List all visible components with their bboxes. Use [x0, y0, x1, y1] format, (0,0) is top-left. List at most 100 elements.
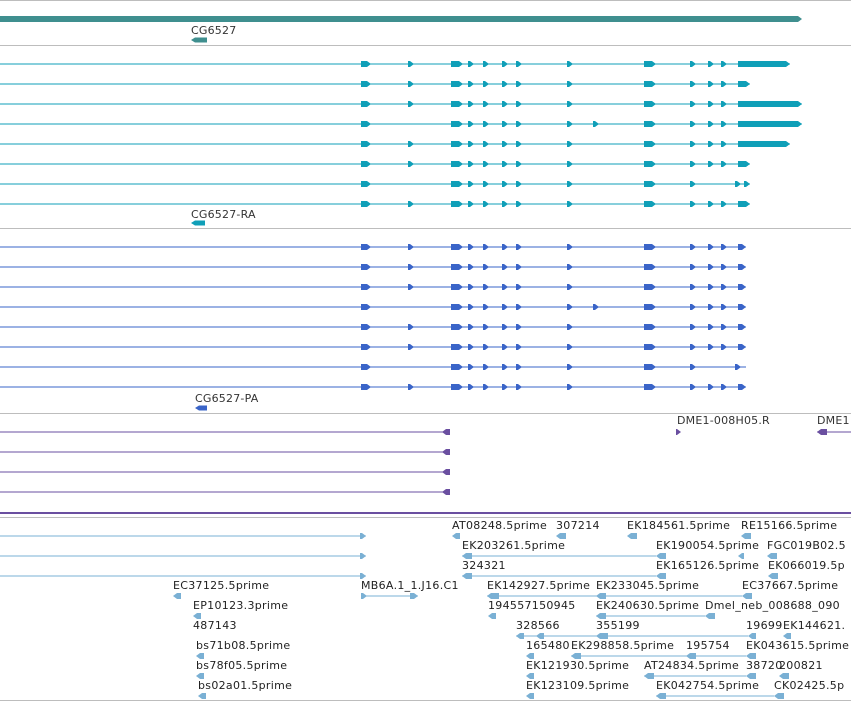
protein-exon[interactable]: [708, 384, 714, 390]
est-label[interactable]: 307214: [556, 519, 600, 532]
est-label[interactable]: FGC019B02.5: [767, 539, 846, 552]
transcript-exon[interactable]: [502, 161, 508, 167]
transcript-exon[interactable]: [690, 161, 696, 167]
transcript-exon[interactable]: [738, 201, 750, 207]
est-block[interactable]: [173, 593, 181, 599]
transcript-exon[interactable]: [468, 201, 474, 207]
transcript-exon[interactable]: [567, 201, 573, 207]
protein-exon[interactable]: [721, 304, 727, 310]
transcript-exon[interactable]: [408, 201, 414, 207]
protein-exon[interactable]: [516, 244, 522, 250]
transcript-exon[interactable]: [483, 81, 489, 87]
protein-exon[interactable]: [690, 284, 696, 290]
transcript-exon[interactable]: [738, 141, 790, 147]
protein-exon[interactable]: [451, 384, 463, 390]
est-label[interactable]: EK144621.: [783, 619, 846, 632]
transcript-exon[interactable]: [451, 81, 463, 87]
transcript-exon[interactable]: [451, 141, 463, 147]
clone-end[interactable]: [442, 489, 450, 495]
transcript-exon[interactable]: [690, 101, 696, 107]
protein-exon[interactable]: [502, 364, 508, 370]
protein-exon[interactable]: [361, 244, 371, 250]
protein-exon[interactable]: [708, 264, 714, 270]
transcript-exon[interactable]: [468, 161, 474, 167]
protein-exon[interactable]: [502, 284, 508, 290]
est-block[interactable]: [738, 553, 744, 559]
protein-exon[interactable]: [468, 364, 474, 370]
protein-exon[interactable]: [721, 264, 727, 270]
transcript-exon[interactable]: [502, 181, 508, 187]
est-label[interactable]: EK142927.5prime: [487, 579, 591, 592]
transcript-exon[interactable]: [468, 81, 474, 87]
protein-exon[interactable]: [361, 364, 371, 370]
protein-exon[interactable]: [516, 384, 522, 390]
protein-exon[interactable]: [738, 384, 746, 390]
transcript-exon[interactable]: [502, 121, 508, 127]
protein-exon[interactable]: [468, 324, 474, 330]
gene-label[interactable]: CG6527: [191, 24, 237, 37]
protein-exon[interactable]: [708, 344, 714, 350]
est-block[interactable]: [526, 653, 534, 659]
protein-exon[interactable]: [721, 284, 727, 290]
protein-exon[interactable]: [644, 344, 656, 350]
protein-label[interactable]: CG6527-PA: [195, 392, 259, 405]
protein-exon[interactable]: [690, 324, 696, 330]
protein-exon[interactable]: [644, 384, 656, 390]
transcript-exon[interactable]: [451, 181, 463, 187]
transcript-exon[interactable]: [516, 141, 522, 147]
est-label[interactable]: EK165126.5prime: [656, 559, 760, 572]
est-label[interactable]: MB6A.1_1.J16.C1: [361, 579, 459, 592]
protein-exon[interactable]: [516, 304, 522, 310]
transcript-exon[interactable]: [361, 81, 371, 87]
protein-exon[interactable]: [516, 324, 522, 330]
protein-exon[interactable]: [451, 344, 463, 350]
transcript-exon[interactable]: [690, 61, 696, 67]
protein-exon[interactable]: [690, 364, 696, 370]
est-label[interactable]: 195754: [686, 639, 730, 652]
transcript-exon[interactable]: [516, 81, 522, 87]
transcript-exon[interactable]: [516, 101, 522, 107]
est-label[interactable]: EP10123.3prime: [193, 599, 289, 612]
est-block[interactable]: [410, 593, 418, 599]
protein-exon[interactable]: [451, 304, 463, 310]
transcript-exon[interactable]: [502, 81, 508, 87]
protein-exon[interactable]: [690, 264, 696, 270]
protein-exon[interactable]: [502, 264, 508, 270]
est-block[interactable]: [526, 673, 534, 679]
protein-exon[interactable]: [408, 344, 414, 350]
transcript-exon[interactable]: [690, 181, 696, 187]
transcript-strand-marker[interactable]: [191, 220, 205, 226]
transcript-exon[interactable]: [408, 161, 414, 167]
transcript-exon[interactable]: [735, 181, 741, 187]
protein-exon[interactable]: [708, 284, 714, 290]
transcript-exon[interactable]: [567, 141, 573, 147]
protein-exon[interactable]: [690, 344, 696, 350]
transcript-exon[interactable]: [708, 121, 714, 127]
transcript-exon[interactable]: [408, 61, 414, 67]
transcript-exon[interactable]: [451, 201, 463, 207]
transcript-exon[interactable]: [502, 101, 508, 107]
transcript-exon[interactable]: [468, 101, 474, 107]
est-label[interactable]: EC37125.5prime: [173, 579, 270, 592]
protein-exon[interactable]: [468, 284, 474, 290]
transcript-exon[interactable]: [644, 181, 656, 187]
protein-exon[interactable]: [644, 364, 656, 370]
est-block[interactable]: [193, 613, 201, 619]
protein-exon[interactable]: [483, 284, 489, 290]
transcript-exon[interactable]: [502, 141, 508, 147]
protein-exon[interactable]: [502, 344, 508, 350]
transcript-exon[interactable]: [644, 201, 656, 207]
transcript-exon[interactable]: [744, 181, 750, 187]
transcript-exon[interactable]: [408, 101, 414, 107]
est-block[interactable]: [196, 653, 204, 659]
protein-exon[interactable]: [516, 284, 522, 290]
transcript-exon[interactable]: [644, 141, 656, 147]
transcript-exon[interactable]: [361, 141, 371, 147]
protein-exon[interactable]: [502, 384, 508, 390]
transcript-exon[interactable]: [721, 141, 727, 147]
transcript-exon[interactable]: [738, 81, 750, 87]
transcript-exon[interactable]: [483, 181, 489, 187]
transcript-exon[interactable]: [408, 141, 414, 147]
transcript-exon[interactable]: [708, 201, 714, 207]
protein-exon[interactable]: [483, 324, 489, 330]
